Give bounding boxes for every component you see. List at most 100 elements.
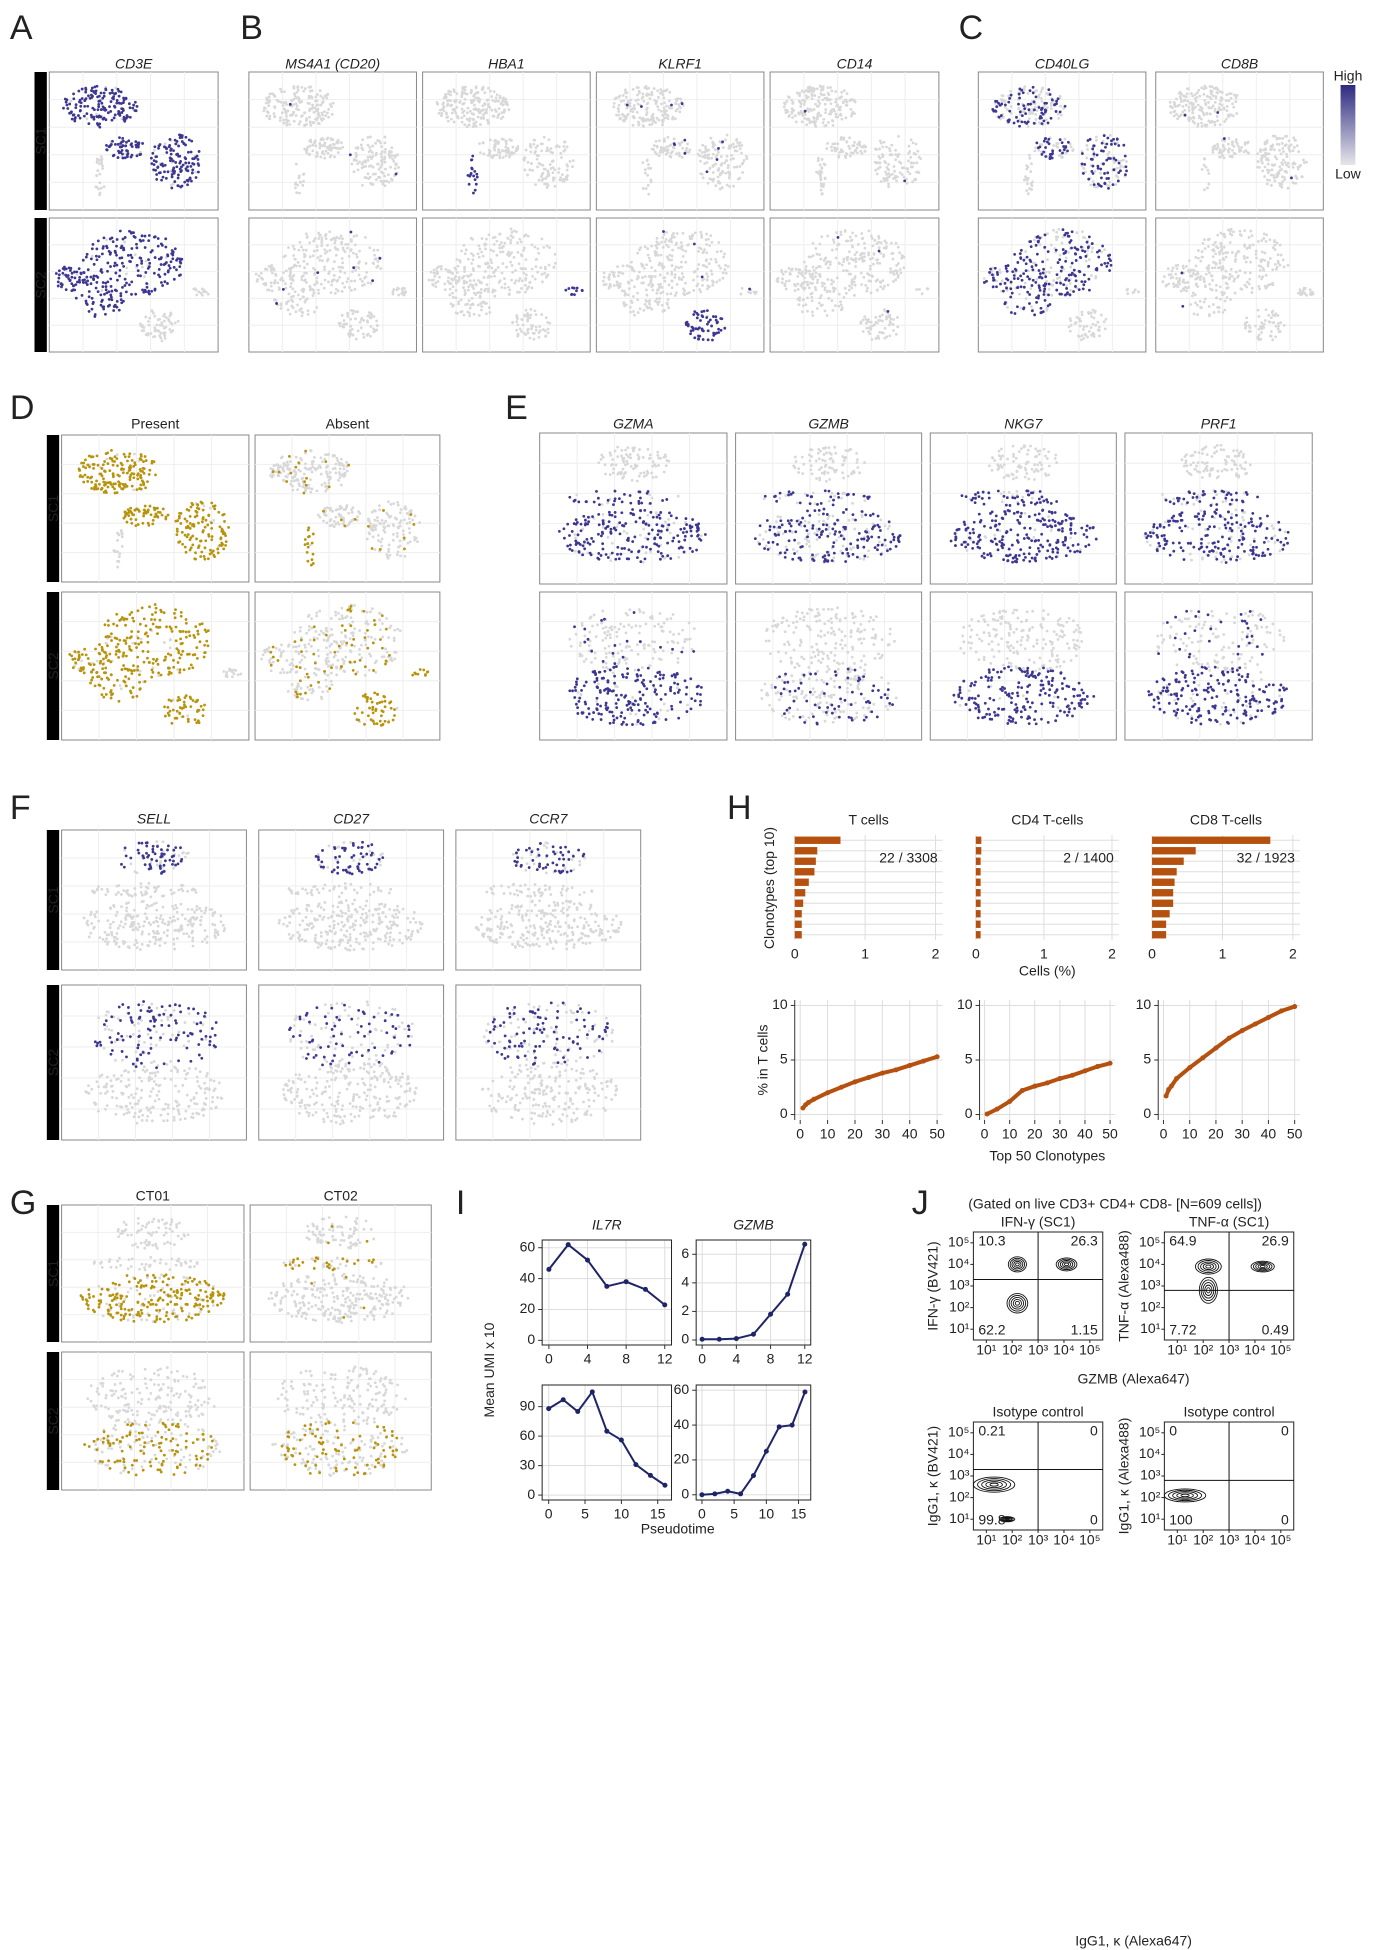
cell-point xyxy=(95,90,98,93)
cell-point xyxy=(404,290,407,293)
cell-point xyxy=(332,102,335,105)
cell-point xyxy=(845,101,848,104)
cell-point xyxy=(1083,273,1086,276)
cell-point xyxy=(350,240,353,243)
cell-point xyxy=(477,279,480,282)
cell-point xyxy=(478,291,481,294)
cell-point xyxy=(139,274,142,277)
cell-point xyxy=(621,113,624,116)
cell-point xyxy=(505,98,508,101)
cell-point xyxy=(111,89,114,92)
cell-point xyxy=(632,124,635,127)
cell-point xyxy=(571,293,574,296)
cell-point xyxy=(840,150,843,153)
cell-point xyxy=(825,263,828,266)
cell-point xyxy=(391,158,394,161)
cell-point xyxy=(317,122,320,125)
cell-point xyxy=(1262,154,1265,157)
cell-point xyxy=(384,142,387,145)
cell-point xyxy=(111,91,114,94)
cell-point xyxy=(900,162,903,165)
cell-point xyxy=(1195,96,1198,99)
cell-point xyxy=(1037,235,1040,238)
cell-point xyxy=(1056,236,1059,239)
cell-point xyxy=(518,279,521,282)
cell-point xyxy=(316,245,319,248)
cell-point xyxy=(163,145,166,148)
cell-point xyxy=(495,240,498,243)
cell-point xyxy=(184,162,187,165)
cell-point xyxy=(1228,137,1231,140)
cell-point xyxy=(1055,100,1058,103)
cell-point xyxy=(839,231,842,234)
cell-point xyxy=(666,272,669,275)
cell-point xyxy=(300,276,303,279)
cell-point xyxy=(734,149,737,152)
cell-point xyxy=(699,160,702,163)
cell-point xyxy=(165,147,168,150)
cell-point xyxy=(887,284,890,287)
cell-point xyxy=(642,187,645,190)
cell-point xyxy=(384,161,387,164)
cell-point xyxy=(1281,142,1284,145)
cell-point xyxy=(1235,140,1238,143)
cell-point xyxy=(897,246,900,249)
cell-point xyxy=(668,284,671,287)
cell-point xyxy=(1047,304,1050,307)
cell-point xyxy=(645,119,648,122)
cell-point xyxy=(294,186,297,189)
cell-point xyxy=(1044,299,1047,302)
cell-point xyxy=(1126,288,1129,291)
cell-point xyxy=(662,93,665,96)
cell-point xyxy=(1102,150,1105,153)
cell-point xyxy=(1055,231,1058,234)
cell-point xyxy=(818,243,821,246)
cell-point xyxy=(526,287,529,290)
cell-point xyxy=(98,122,101,125)
cell-point xyxy=(848,136,851,139)
cell-point xyxy=(128,230,131,233)
cell-point xyxy=(1203,99,1206,102)
cell-point xyxy=(739,141,742,144)
cell-point xyxy=(463,123,466,126)
cell-point xyxy=(1211,90,1214,93)
cell-point xyxy=(630,99,633,102)
cell-point xyxy=(1006,108,1009,111)
cell-point xyxy=(105,285,108,288)
cell-point xyxy=(633,285,636,288)
cell-point xyxy=(333,260,336,263)
cell-point xyxy=(889,271,892,274)
cell-point xyxy=(78,276,81,279)
cell-point xyxy=(323,142,326,145)
cell-point xyxy=(479,302,482,305)
cell-point xyxy=(806,310,809,313)
cell-point xyxy=(394,156,397,159)
cell-point xyxy=(1077,334,1080,337)
cell-point xyxy=(306,263,309,266)
cell-point xyxy=(878,250,881,253)
cell-point xyxy=(618,284,621,287)
cell-point xyxy=(544,268,547,271)
cell-point xyxy=(461,277,464,280)
cell-point xyxy=(819,163,822,166)
cell-point xyxy=(93,274,96,277)
cell-point xyxy=(1271,163,1274,166)
cell-point xyxy=(667,298,670,301)
cell-point xyxy=(319,89,322,92)
panel-letter: G xyxy=(10,1184,36,1222)
cell-point xyxy=(1031,184,1034,187)
cell-point xyxy=(163,313,166,316)
cell-point xyxy=(265,102,268,105)
cell-point xyxy=(850,115,853,118)
cell-point xyxy=(90,276,93,279)
cell-point xyxy=(503,242,506,245)
cell-point xyxy=(1119,166,1122,169)
cell-point xyxy=(869,258,872,261)
cell-point xyxy=(818,253,821,256)
cell-point xyxy=(820,235,823,238)
cell-point xyxy=(166,253,169,256)
cell-point xyxy=(472,269,475,272)
cell-point xyxy=(1041,260,1044,263)
cell-point xyxy=(1201,125,1204,128)
cell-point xyxy=(352,309,355,312)
